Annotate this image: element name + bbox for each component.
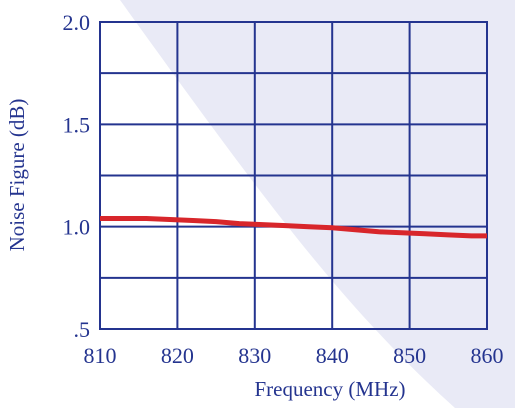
x-axis-ticks: 810 820 830 840 850 860 bbox=[84, 343, 504, 368]
y-axis-title: Noise Figure (dB) bbox=[5, 99, 29, 252]
y-tick-label-0: .5 bbox=[74, 317, 91, 342]
x-tick-label-0: 810 bbox=[84, 343, 117, 368]
x-tick-label-2: 830 bbox=[238, 343, 271, 368]
y-axis-ticks: .5 1.0 1.5 2.0 bbox=[63, 10, 91, 342]
y-tick-label-3: 2.0 bbox=[63, 10, 91, 35]
series-line-0 bbox=[100, 216, 487, 239]
y-tick-label-2: 1.5 bbox=[63, 112, 91, 137]
x-tick-label-1: 820 bbox=[161, 343, 194, 368]
background-swoosh bbox=[120, 0, 515, 408]
x-tick-label-5: 860 bbox=[471, 343, 504, 368]
x-tick-label-3: 840 bbox=[316, 343, 349, 368]
series-layer bbox=[100, 216, 487, 239]
y-tick-label-1: 1.0 bbox=[63, 215, 91, 240]
x-tick-label-4: 850 bbox=[393, 343, 426, 368]
x-axis-title: Frequency (MHz) bbox=[254, 377, 405, 401]
